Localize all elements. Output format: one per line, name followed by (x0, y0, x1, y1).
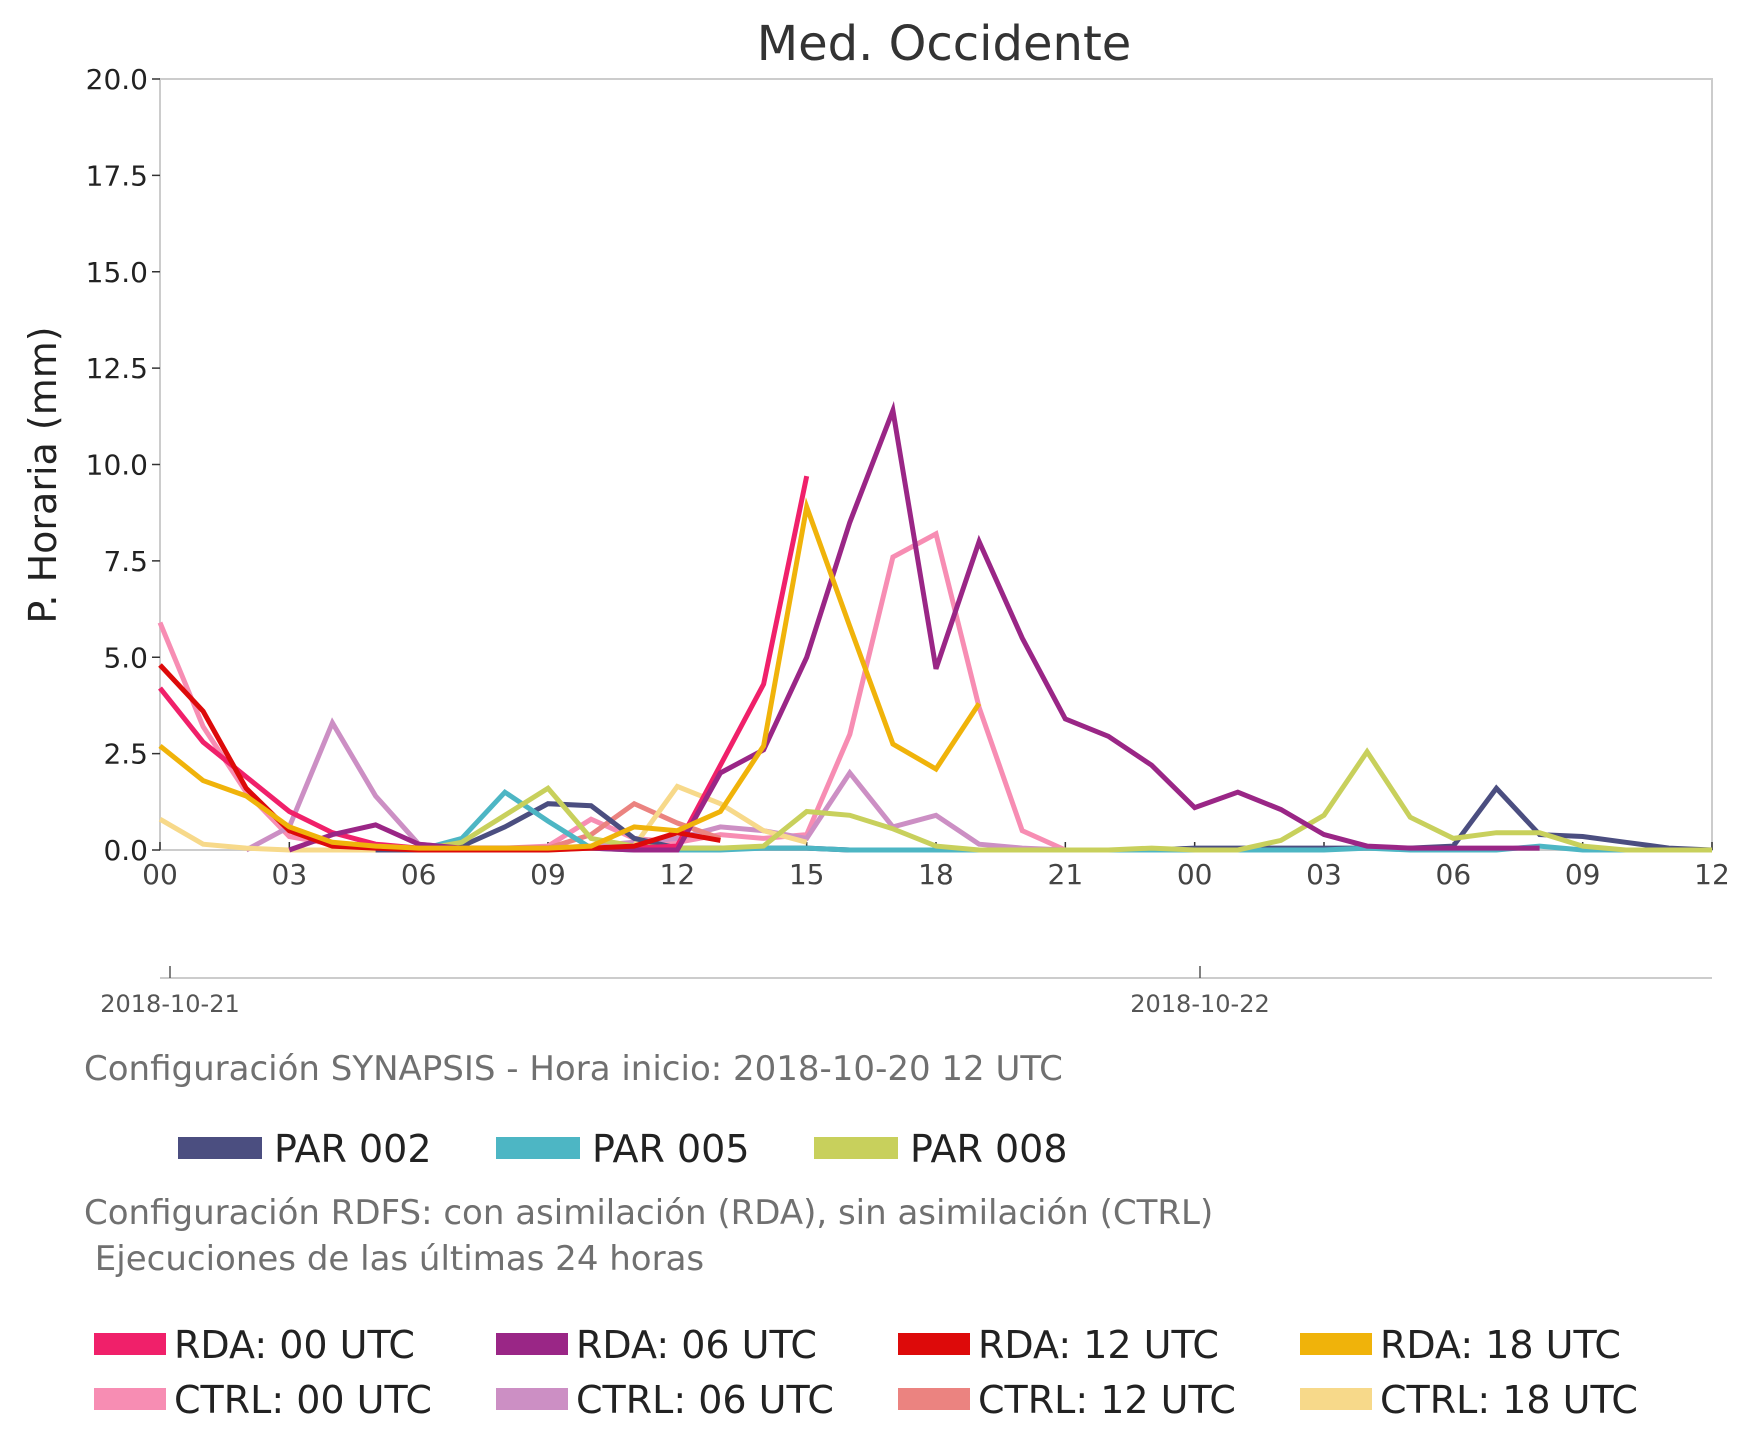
date-axis-labels: 2018-10-21 2018-10-22 (100, 966, 1270, 1018)
series-line-rda-12-utc (158, 663, 721, 853)
date-label: 2018-10-22 (1130, 990, 1269, 1018)
y-tick-label: 2.5 (103, 738, 148, 771)
x-tick-label: 03 (1306, 858, 1342, 891)
x-tick-label: 18 (918, 858, 954, 891)
legend-label: PAR 005 (592, 1127, 750, 1171)
legend-label: PAR 008 (910, 1127, 1068, 1171)
legend-swatch (898, 1388, 970, 1410)
y-tick-label: 0.0 (103, 834, 148, 867)
x-tick-label: 03 (272, 858, 308, 891)
x-tick-label: 15 (789, 858, 825, 891)
legend-rdfs: RDA: 00 UTC RDA: 06 UTC RDA: 12 UTC RDA: 18… (94, 1323, 1638, 1422)
x-tick-label: 12 (660, 858, 696, 891)
x-tick-label: 21 (1048, 858, 1084, 891)
x-tick-label: 09 (530, 858, 566, 891)
y-tick-label: 12.5 (86, 352, 148, 385)
y-tick-label: 5.0 (103, 641, 148, 674)
legend-swatch (496, 1137, 580, 1159)
y-tick-label: 7.5 (103, 545, 148, 578)
x-tick-label: 12 (1694, 858, 1730, 891)
y-axis-label: P. Horaria (mm) (21, 326, 65, 623)
x-tick-label: 00 (1177, 858, 1213, 891)
date-label: 2018-10-21 (100, 990, 239, 1018)
y-tick-label: 17.5 (86, 159, 148, 192)
plot-frame (159, 78, 1713, 851)
legend-label: RDA: 06 UTC (576, 1323, 817, 1367)
legend-label: RDA: 00 UTC (174, 1323, 415, 1367)
legend-swatch (94, 1333, 166, 1355)
series-line-ctrl-00-utc (157, 530, 1067, 853)
legend-swatch (898, 1333, 970, 1355)
rdfs-caption-line2: Ejecuciones de las últimas 24 horas (84, 1239, 704, 1279)
legend-swatch (94, 1388, 166, 1410)
x-tick-label: 06 (1436, 858, 1472, 891)
legend-swatch (1300, 1388, 1372, 1410)
legend-swatch (496, 1333, 568, 1355)
legend-swatch (1300, 1333, 1372, 1355)
legend-swatch (178, 1137, 262, 1159)
y-axis-ticks: 0.0 2.5 5.0 7.5 10.0 12.5 15.0 17.5 20.0 (86, 63, 160, 867)
rdfs-caption-line1: Configuración RDFS: con asimilación (RDA… (84, 1193, 1213, 1233)
x-tick-label: 00 (142, 858, 178, 891)
chart-title: Med. Occidente (757, 16, 1132, 72)
legend-label: CTRL: 12 UTC (978, 1378, 1236, 1422)
legend-swatch (814, 1137, 898, 1159)
legend-label: CTRL: 18 UTC (1380, 1378, 1638, 1422)
x-tick-label: 06 (401, 858, 437, 891)
x-tick-label: 09 (1565, 858, 1601, 891)
legend-label: RDA: 18 UTC (1380, 1323, 1621, 1367)
legend-swatch (496, 1388, 568, 1410)
series-line-rda-18-utc (158, 497, 982, 851)
legend-synapsis: PAR 002 PAR 005 PAR 008 (178, 1127, 1068, 1171)
y-tick-label: 20.0 (86, 63, 148, 96)
series-line-rda-06-utc (288, 401, 1540, 853)
legend-label: CTRL: 00 UTC (174, 1378, 432, 1422)
x-axis-ticks: 00 03 06 09 12 15 18 21 00 03 06 09 12 (142, 842, 1730, 891)
legend-label: PAR 002 (274, 1127, 432, 1171)
synapsis-caption: Configuración SYNAPSIS - Hora inicio: 20… (84, 1049, 1063, 1089)
y-tick-label: 15.0 (86, 256, 148, 289)
y-tick-label: 10.0 (86, 449, 148, 482)
legend-label: RDA: 12 UTC (978, 1323, 1219, 1367)
series-lines (157, 401, 1713, 853)
legend-label: CTRL: 06 UTC (576, 1378, 834, 1422)
